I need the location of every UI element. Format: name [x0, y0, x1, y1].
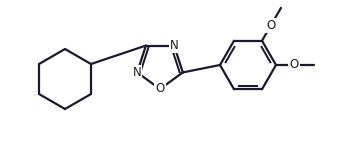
Text: O: O: [155, 82, 164, 95]
Text: O: O: [266, 19, 276, 32]
Text: N: N: [170, 39, 178, 52]
Text: N: N: [133, 66, 141, 79]
Text: O: O: [289, 58, 299, 72]
